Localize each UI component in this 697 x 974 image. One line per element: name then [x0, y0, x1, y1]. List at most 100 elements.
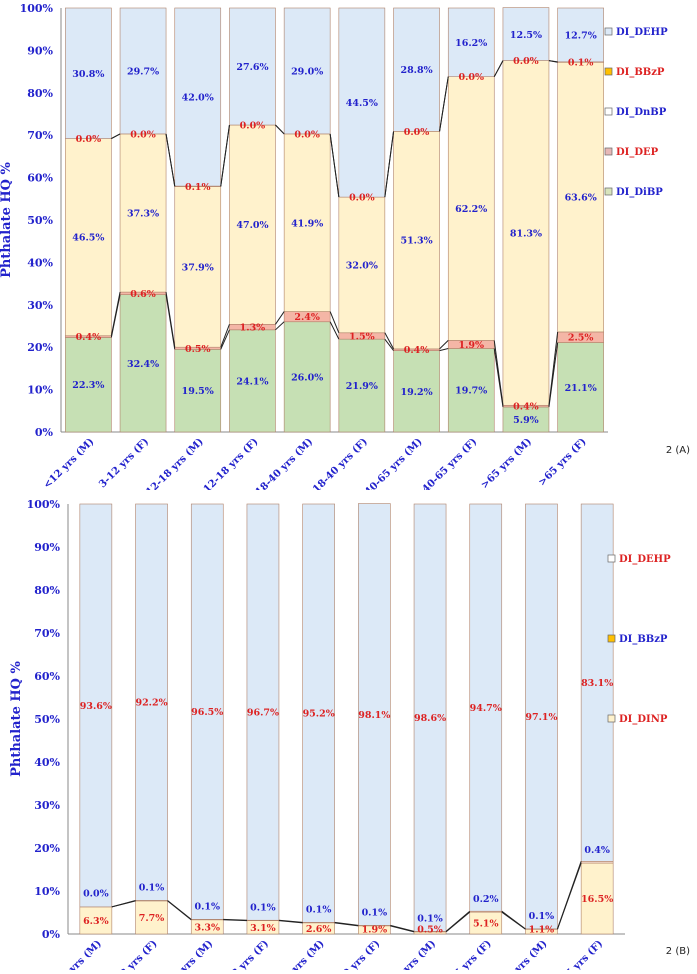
data-label: 22.3% [72, 380, 104, 391]
data-label: 96.5% [191, 707, 223, 718]
data-label: 7.7% [139, 913, 165, 924]
data-label: 97.1% [525, 712, 557, 723]
y-tick-label: 60% [27, 172, 53, 185]
data-label: 46.5% [72, 233, 104, 244]
data-label: 0.0% [76, 134, 102, 145]
legend-label-di-dibp: DI_DiBP [616, 187, 663, 198]
data-label: 62.2% [455, 204, 487, 215]
data-label: 0.4% [76, 332, 102, 343]
connector-line [166, 134, 175, 186]
data-label: 0.5% [417, 924, 443, 935]
y-tick-label: 10% [34, 885, 60, 898]
connector-line [335, 922, 359, 925]
y-tick-label: 90% [27, 44, 53, 57]
y-tick-label: 20% [34, 842, 60, 855]
data-label: 96.7% [247, 708, 279, 719]
data-label: 51.3% [400, 236, 432, 247]
legend-swatch-di-dinp [608, 715, 615, 722]
data-label: 1.5% [349, 331, 375, 342]
data-label: 98.6% [414, 713, 446, 724]
x-tick-label: 18-40 yrs (F) [324, 938, 383, 970]
y-tick-label: 50% [27, 214, 53, 227]
data-label: 32.0% [346, 260, 378, 271]
data-label: 0.4% [513, 402, 539, 413]
x-tick-label: <12 yrs (M) [42, 436, 97, 490]
data-label: 44.5% [346, 98, 378, 109]
legend-swatch-di-dehp [608, 555, 615, 562]
data-label: 19.2% [400, 387, 432, 398]
x-tick-label: 12-18 yrs (M) [154, 938, 216, 970]
data-label: 3.1% [250, 923, 276, 934]
data-label: 41.9% [291, 218, 323, 229]
data-label: 29.0% [291, 66, 323, 77]
legend-swatch-di-dep [605, 148, 612, 155]
x-tick-label: <12 yrs (M) [49, 938, 104, 970]
data-label: 1.3% [240, 323, 266, 334]
data-label: 63.6% [565, 193, 597, 204]
y-tick-label: 100% [27, 498, 61, 511]
data-label: 1.9% [362, 924, 388, 935]
data-label: 98.1% [358, 710, 390, 721]
data-label: 92.2% [135, 698, 167, 709]
data-label: 19.5% [182, 386, 214, 397]
connector-line [502, 911, 526, 929]
data-label: 0.2% [473, 894, 499, 905]
data-label: 0.0% [404, 127, 430, 138]
data-label: 3.3% [194, 922, 220, 933]
connector-line [440, 77, 449, 132]
data-label: 19.7% [455, 386, 487, 397]
data-label: 5.1% [473, 919, 499, 930]
data-label: 0.4% [404, 345, 430, 356]
y-tick-label: 30% [34, 799, 60, 812]
chart-a-svg: 0%10%20%30%40%50%60%70%80%90%100%Phthala… [0, 0, 697, 490]
data-label: 0.0% [240, 121, 266, 132]
y-tick-label: 50% [34, 713, 60, 726]
x-tick-label: 18-40 yrs (F) [311, 436, 370, 490]
data-label: 37.3% [127, 209, 159, 220]
connector-line [446, 911, 470, 931]
y-tick-label: 80% [27, 87, 53, 100]
data-label: 94.7% [470, 703, 502, 714]
data-label: 0.1% [194, 902, 220, 913]
y-tick-label: 70% [34, 627, 60, 640]
data-label: 28.8% [400, 65, 432, 76]
y-tick-label: 20% [27, 341, 53, 354]
y-tick-label: 0% [35, 426, 54, 439]
data-label: 0.0% [83, 889, 109, 900]
data-label: 0.1% [417, 914, 443, 925]
legend-label-di-bbzp: DI_BBzP [616, 67, 665, 78]
x-tick-label: >65 yrs (F) [537, 436, 589, 488]
data-label: 83.1% [581, 678, 613, 689]
data-label: 0.1% [568, 58, 594, 69]
x-tick-label: 40-65 yrs (M) [377, 938, 439, 970]
data-label: 0.1% [362, 908, 388, 919]
data-label: 95.2% [303, 709, 335, 720]
data-label: 0.4% [584, 845, 610, 856]
connector-line [549, 61, 558, 62]
panel-label: 2 (A) [666, 445, 690, 456]
y-tick-label: 80% [34, 584, 60, 597]
data-label: 12.7% [565, 30, 597, 41]
data-label: 30.8% [72, 69, 104, 80]
data-label: 0.5% [185, 344, 211, 355]
x-tick-label: 40-65 yrs (F) [435, 938, 494, 970]
legend-swatch-di-bbzp [605, 68, 612, 75]
connector-line [111, 134, 120, 139]
data-label: 1.1% [529, 924, 555, 935]
data-label: 93.6% [80, 701, 112, 712]
legend-label-di-dinp: DI_DINP [619, 714, 668, 725]
data-label: 16.5% [581, 894, 613, 905]
data-label: 0.1% [139, 883, 165, 894]
connector-line [221, 324, 230, 347]
data-label: 0.0% [513, 56, 539, 67]
x-tick-label: 3-12 yrs (F) [97, 436, 151, 490]
x-tick-label: 12-18 yrs (M) [144, 436, 206, 490]
y-tick-label: 60% [34, 670, 60, 683]
data-label: 0.1% [306, 905, 332, 916]
connector-line [330, 134, 339, 197]
data-label: 0.6% [130, 289, 156, 300]
data-label: 1.9% [458, 340, 484, 351]
y-tick-label: 0% [42, 928, 61, 941]
data-label: 2.5% [568, 333, 594, 344]
legend-label-di-dnbp: DI_DnBP [616, 107, 667, 118]
